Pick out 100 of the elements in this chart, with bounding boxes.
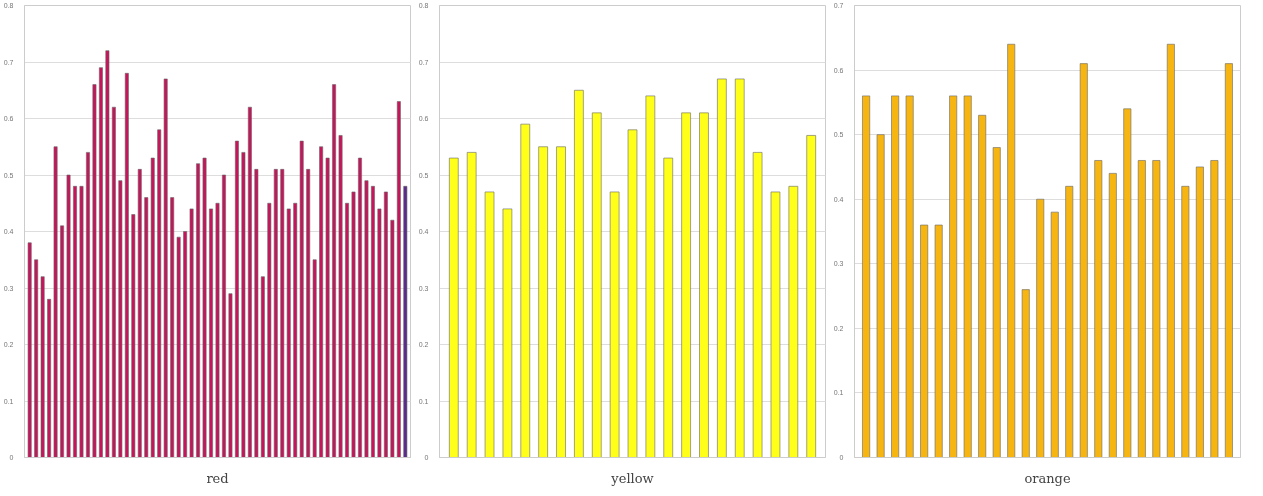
bar [247,106,252,458]
bar [502,208,513,458]
bar [189,208,194,458]
bar [273,169,278,458]
bar [241,152,246,458]
bar [978,114,987,458]
bar [806,135,816,458]
bar [1094,160,1103,458]
bar [34,259,39,458]
bar [538,146,548,458]
bar [222,174,226,458]
bar [338,135,343,458]
bar [770,191,781,458]
bar [235,140,239,458]
bar [27,242,32,458]
bar [66,174,71,458]
bar [202,157,207,458]
bar [260,276,265,458]
bar [1152,160,1161,458]
bar [105,50,110,458]
bar [228,293,233,458]
bar [345,202,349,458]
bar [1210,160,1219,458]
bar [1224,63,1233,458]
bar [992,147,1001,458]
bar [312,259,317,458]
bar [99,67,103,458]
bar [73,186,77,458]
bar [627,129,638,458]
bar [963,95,972,458]
bar [183,231,188,458]
bar [79,186,84,458]
bar [209,208,213,458]
bar [196,163,200,458]
bar [1065,186,1074,458]
text: yellow [610,470,654,486]
bar [752,152,763,458]
bar [267,202,272,458]
bar [520,123,531,458]
bar [170,197,175,458]
bar [934,224,943,458]
bar [332,84,336,458]
bar [1036,198,1045,458]
bar [131,214,136,458]
bar [111,106,116,458]
bar [293,202,298,458]
bar [364,180,369,458]
bar [717,78,727,458]
bar [157,129,162,458]
bar [254,169,259,458]
bar [137,169,142,458]
bar [124,73,129,458]
bar [681,112,691,458]
bar [358,157,362,458]
bar [53,146,58,458]
bar [1166,43,1175,458]
bar [891,95,900,458]
bar [788,186,799,458]
bar [86,152,90,458]
bar [1050,211,1059,458]
bar [905,95,914,458]
bar [1123,108,1132,458]
bar [699,112,709,458]
bar [176,236,181,458]
bar [40,276,45,458]
bar [734,78,745,458]
bar [60,225,64,458]
bar [396,101,401,458]
bar [591,112,602,458]
bar [920,224,929,458]
bar [1195,166,1204,458]
bar [663,157,674,458]
bar [118,180,123,458]
text: red [206,470,229,486]
bar [306,169,311,458]
bar [371,186,375,458]
bar [556,146,566,458]
bar [377,208,382,458]
bar [215,202,220,458]
text: orange [1024,470,1071,486]
bar [449,157,459,458]
bar [876,134,885,458]
bar [390,219,395,458]
bar [163,78,168,458]
bar [1108,173,1117,458]
bar [403,186,408,458]
bar [1021,289,1030,458]
bar [299,140,304,458]
bar [1007,43,1016,458]
bar [319,146,324,458]
bar [862,95,871,458]
bar [1181,186,1190,458]
bar [645,95,656,458]
bar [484,191,495,458]
bar [325,157,330,458]
bar [47,299,52,458]
bar [466,152,477,458]
bar [1137,160,1146,458]
bar [609,191,620,458]
bar [574,89,584,458]
